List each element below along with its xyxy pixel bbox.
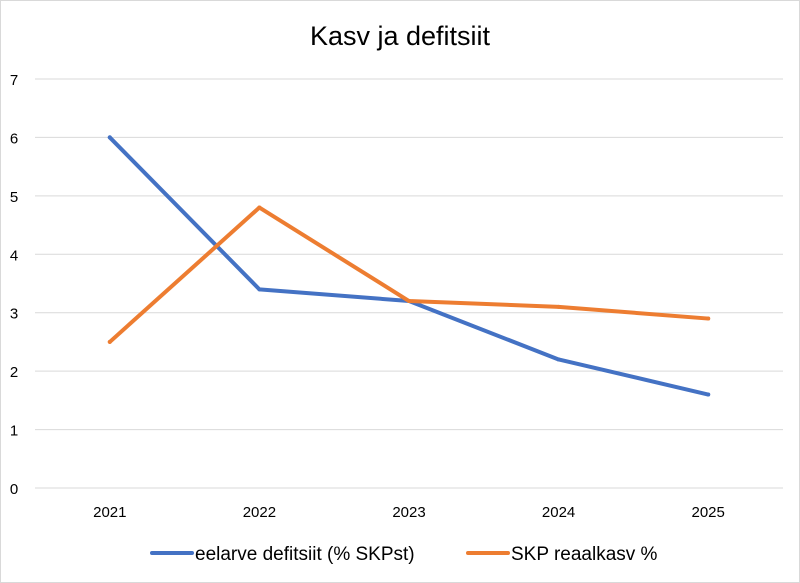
y-tick-label: 7	[10, 72, 18, 89]
data-point	[706, 392, 711, 397]
x-tick-label: 2023	[392, 504, 425, 521]
y-tick-label: 5	[10, 189, 18, 206]
y-tick-label: 3	[10, 306, 18, 323]
data-point	[107, 135, 112, 140]
data-point	[407, 299, 411, 304]
data-point	[706, 316, 711, 321]
chart-title: Kasv ja defitsiit	[310, 21, 491, 51]
y-tick-label: 4	[10, 247, 18, 264]
y-tick-label: 0	[10, 481, 18, 498]
legend-label: SKP reaalkasv %	[511, 544, 658, 565]
y-tick-label: 6	[10, 130, 18, 147]
x-tick-label: 2024	[542, 504, 575, 521]
x-tick-label: 2025	[692, 504, 725, 521]
x-tick-label: 2022	[243, 504, 276, 521]
data-point	[257, 205, 262, 210]
y-tick-label: 1	[10, 423, 18, 440]
data-point	[257, 287, 262, 292]
data-point	[107, 339, 112, 344]
data-point	[556, 304, 561, 309]
data-point	[556, 357, 561, 362]
legend-label: eelarve defitsiit (% SKPst)	[195, 544, 415, 565]
y-tick-label: 2	[10, 364, 18, 381]
x-tick-label: 2021	[93, 504, 126, 521]
